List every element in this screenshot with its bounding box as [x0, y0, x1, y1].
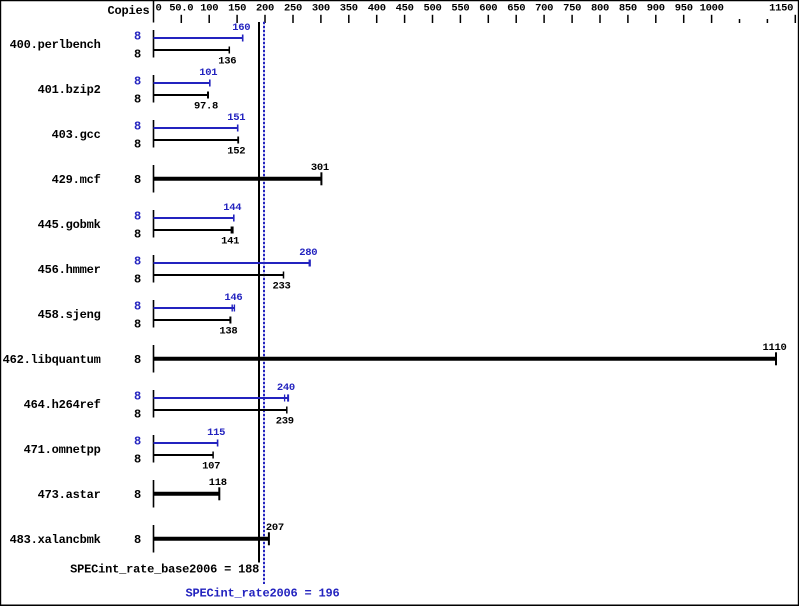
svg-text:101: 101	[199, 67, 217, 79]
svg-text:8: 8	[134, 488, 141, 502]
svg-text:8: 8	[134, 138, 141, 152]
svg-text:8: 8	[134, 390, 141, 404]
svg-text:8: 8	[134, 300, 141, 314]
svg-text:SPECint_rate2006 = 196: SPECint_rate2006 = 196	[185, 587, 339, 601]
svg-text:200: 200	[256, 3, 274, 15]
svg-text:8: 8	[134, 273, 141, 287]
svg-text:160: 160	[232, 22, 250, 34]
svg-text:403.gcc: 403.gcc	[52, 128, 101, 142]
svg-text:118: 118	[209, 477, 227, 489]
svg-text:8: 8	[134, 48, 141, 62]
svg-text:8: 8	[134, 93, 141, 107]
svg-text:650: 650	[507, 3, 525, 15]
svg-text:141: 141	[221, 236, 239, 248]
svg-text:8: 8	[134, 120, 141, 134]
svg-text:250: 250	[284, 3, 302, 15]
svg-text:100: 100	[200, 3, 218, 15]
svg-text:240: 240	[277, 382, 295, 394]
svg-text:8: 8	[134, 228, 141, 242]
svg-text:301: 301	[311, 162, 329, 174]
svg-text:473.astar: 473.astar	[38, 488, 101, 502]
svg-text:456.hmmer: 456.hmmer	[38, 263, 101, 277]
svg-text:900: 900	[647, 3, 665, 15]
svg-text:401.bzip2: 401.bzip2	[38, 83, 101, 97]
svg-text:233: 233	[272, 281, 290, 293]
svg-text:8: 8	[134, 30, 141, 44]
svg-text:800: 800	[591, 3, 609, 15]
svg-text:0: 0	[155, 3, 161, 15]
svg-text:750: 750	[563, 3, 581, 15]
svg-text:8: 8	[134, 255, 141, 269]
svg-text:950: 950	[675, 3, 693, 15]
svg-text:152: 152	[227, 146, 245, 158]
svg-text:136: 136	[218, 56, 236, 68]
svg-text:207: 207	[266, 522, 284, 534]
svg-text:471.omnetpp: 471.omnetpp	[24, 443, 101, 457]
svg-text:8: 8	[134, 453, 141, 467]
svg-text:151: 151	[227, 112, 245, 124]
svg-text:550: 550	[451, 3, 469, 15]
svg-text:8: 8	[134, 75, 141, 89]
svg-text:350: 350	[340, 3, 358, 15]
svg-text:464.h264ref: 464.h264ref	[24, 398, 101, 412]
svg-text:300: 300	[312, 3, 330, 15]
svg-text:1150: 1150	[769, 3, 793, 15]
svg-text:138: 138	[219, 326, 237, 338]
svg-text:8: 8	[134, 533, 141, 547]
svg-text:280: 280	[299, 247, 317, 259]
svg-text:600: 600	[479, 3, 497, 15]
svg-text:850: 850	[619, 3, 637, 15]
svg-text:107: 107	[202, 461, 220, 473]
svg-text:239: 239	[276, 416, 294, 428]
svg-text:97.8: 97.8	[194, 101, 218, 113]
svg-text:445.gobmk: 445.gobmk	[38, 218, 101, 232]
svg-text:400: 400	[368, 3, 386, 15]
svg-text:458.sjeng: 458.sjeng	[38, 308, 101, 322]
svg-text:483.xalancbmk: 483.xalancbmk	[10, 533, 101, 547]
svg-text:8: 8	[134, 353, 141, 367]
svg-text:700: 700	[535, 3, 553, 15]
svg-text:8: 8	[134, 318, 141, 332]
svg-text:462.libquantum: 462.libquantum	[3, 353, 101, 367]
svg-text:429.mcf: 429.mcf	[52, 173, 101, 187]
svg-text:115: 115	[207, 427, 225, 439]
svg-text:8: 8	[134, 173, 141, 187]
svg-text:Copies: Copies	[107, 4, 149, 18]
svg-text:1000: 1000	[700, 3, 724, 15]
svg-text:50.0: 50.0	[169, 3, 193, 15]
svg-text:500: 500	[423, 3, 441, 15]
svg-text:450: 450	[396, 3, 414, 15]
svg-text:8: 8	[134, 435, 141, 449]
svg-text:144: 144	[223, 202, 241, 214]
svg-text:400.perlbench: 400.perlbench	[10, 38, 101, 52]
svg-text:8: 8	[134, 210, 141, 224]
svg-text:SPECint_rate_base2006 = 188: SPECint_rate_base2006 = 188	[70, 563, 259, 577]
svg-text:150: 150	[228, 3, 246, 15]
svg-text:146: 146	[224, 292, 242, 304]
svg-text:8: 8	[134, 408, 141, 422]
svg-text:1110: 1110	[762, 342, 786, 354]
